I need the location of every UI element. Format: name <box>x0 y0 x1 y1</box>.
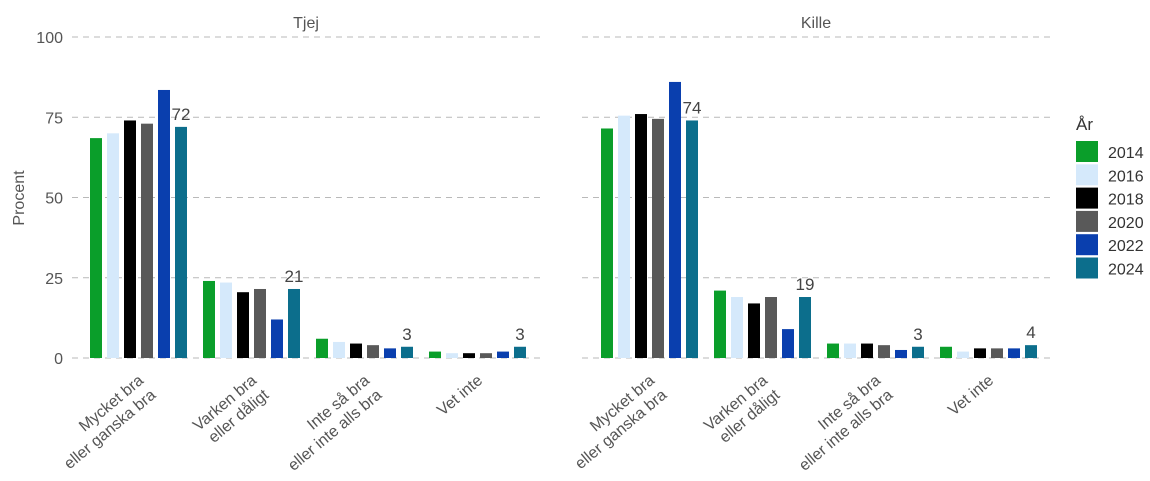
bar-2016 <box>618 115 630 359</box>
bar-2022 <box>895 349 907 358</box>
bar-2014 <box>940 346 952 358</box>
bar-2022 <box>497 351 509 358</box>
y-tick-label: 75 <box>45 110 63 127</box>
bar-2018 <box>237 292 249 358</box>
legend-swatch-2020 <box>1076 210 1098 232</box>
bar-2020 <box>991 348 1003 358</box>
category-label: Inte så braeller inte alls bra <box>272 371 385 474</box>
legend-label-2024: 2024 <box>1108 262 1144 279</box>
bar-2016 <box>844 343 856 358</box>
category-label: Vet inte <box>434 372 486 419</box>
bar-2016 <box>107 133 119 358</box>
y-tick-label: 0 <box>54 351 63 368</box>
bar-2024 <box>912 346 924 358</box>
bar-2022 <box>158 89 170 358</box>
bar-2014 <box>714 290 726 358</box>
bar-2022 <box>1008 348 1020 358</box>
legend-label-2022: 2022 <box>1108 238 1144 255</box>
category-label: Vet inte <box>945 372 997 419</box>
panel-kille: Kille 74 Mycket braeller ganska bra 19 Varke… <box>560 15 1050 475</box>
bar-2014 <box>429 351 441 358</box>
bar-2016 <box>957 351 969 358</box>
data-label: 3 <box>913 325 922 344</box>
bar-2018 <box>974 348 986 358</box>
bar-2014 <box>316 338 328 358</box>
bar-2016 <box>220 282 232 358</box>
bar-2022 <box>669 81 681 358</box>
panel-tjej: Tjej 0 25 50 75 100 72 Mycket braeller ganska b… <box>36 15 540 475</box>
legend-swatch-2014 <box>1076 141 1098 162</box>
data-label: 19 <box>796 275 815 294</box>
bar-2014 <box>203 280 215 358</box>
bar-2024 <box>686 120 698 359</box>
category-label: Mycket braeller ganska bra <box>560 372 670 473</box>
bar-2020 <box>367 345 379 358</box>
data-label: 21 <box>285 267 304 286</box>
bar-2016 <box>731 297 743 358</box>
y-tick-label: 100 <box>36 30 63 47</box>
legend-label-2016: 2016 <box>1108 168 1144 185</box>
y-axis-title: Procent <box>11 170 28 226</box>
category-label: Varken braeller dåligt <box>701 372 784 449</box>
bar-2022 <box>782 329 794 358</box>
bar-2020 <box>652 118 664 358</box>
bar-2018 <box>124 120 136 359</box>
bar-2024 <box>514 346 526 358</box>
legend-label-2014: 2014 <box>1108 145 1144 162</box>
legend-swatch-2018 <box>1076 187 1098 209</box>
bar-2024 <box>799 297 811 358</box>
bar-2018 <box>350 343 362 358</box>
bar-2020 <box>141 123 153 358</box>
panel-title: Tjej <box>293 15 319 32</box>
category-label: Varken braeller dåligt <box>190 372 273 449</box>
legend: År 2014 2016 2018 2020 2022 2024 <box>1076 115 1144 279</box>
bar-2014 <box>90 138 102 358</box>
bar-2020 <box>254 288 266 358</box>
category-label: Inte så braeller inte alls bra <box>783 371 896 474</box>
bar-2024 <box>288 288 300 358</box>
y-tick-label: 50 <box>45 191 63 208</box>
legend-title: År <box>1076 115 1093 134</box>
data-label: 3 <box>515 325 524 344</box>
bar-2018 <box>463 353 475 358</box>
bar-2020 <box>765 297 777 358</box>
bar-2024 <box>1025 345 1037 358</box>
data-label: 74 <box>683 98 702 117</box>
legend-label-2020: 2020 <box>1108 215 1144 232</box>
bar-2024 <box>401 346 413 358</box>
bar-2014 <box>601 128 613 358</box>
bar-2020 <box>480 353 492 358</box>
bar-2020 <box>878 345 890 358</box>
legend-swatch-2016 <box>1076 164 1098 186</box>
category-label: Mycket braeller ganska bra <box>49 372 159 473</box>
data-label: 72 <box>172 105 191 124</box>
legend-label-2018: 2018 <box>1108 192 1144 209</box>
data-label: 3 <box>402 325 411 344</box>
y-tick-label: 25 <box>45 271 63 288</box>
bar-2016 <box>333 341 345 358</box>
data-label: 4 <box>1026 323 1035 342</box>
bar-2014 <box>827 343 839 358</box>
bar-2022 <box>271 319 283 358</box>
bar-2022 <box>384 348 396 358</box>
panel-title: Kille <box>801 15 831 32</box>
bar-2018 <box>635 114 647 358</box>
bar-2018 <box>748 303 760 358</box>
legend-swatch-2022 <box>1076 234 1098 256</box>
legend-swatch-2024 <box>1076 257 1098 279</box>
bar-2018 <box>861 343 873 358</box>
bar-2016 <box>446 353 458 358</box>
bar-2024 <box>175 126 187 358</box>
